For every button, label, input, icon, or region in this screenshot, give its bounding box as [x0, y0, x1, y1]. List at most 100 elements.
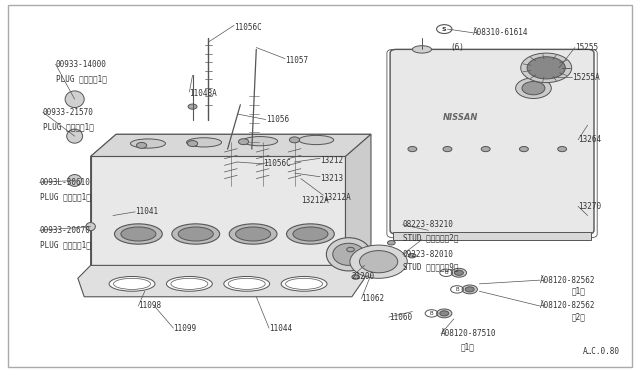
Text: PLUG ブラグ（1）: PLUG ブラグ（1）: [40, 241, 90, 250]
Ellipse shape: [281, 276, 327, 291]
Text: 11057: 11057: [285, 56, 308, 65]
Ellipse shape: [186, 138, 221, 147]
Text: （1）: （1）: [460, 342, 474, 351]
Text: PLUG ブラグ（1）: PLUG ブラグ（1）: [43, 122, 93, 131]
Text: 11062: 11062: [362, 294, 385, 303]
Polygon shape: [91, 134, 371, 157]
Ellipse shape: [243, 137, 278, 146]
Ellipse shape: [287, 224, 334, 244]
Ellipse shape: [224, 276, 269, 291]
Circle shape: [462, 285, 477, 294]
FancyBboxPatch shape: [394, 232, 591, 240]
Circle shape: [188, 104, 197, 109]
Text: 15255: 15255: [575, 43, 598, 52]
Text: PLUG ブラグ（1）: PLUG ブラグ（1）: [56, 74, 106, 83]
Text: STUD スタッド（9）: STUD スタッド（9）: [403, 263, 458, 272]
Text: 11060: 11060: [389, 312, 412, 321]
Text: 0093L-30610: 0093L-30610: [40, 178, 90, 187]
Ellipse shape: [68, 174, 82, 186]
Ellipse shape: [236, 227, 271, 241]
Text: 13270: 13270: [578, 202, 601, 211]
Text: PLUG ブラグ（1）: PLUG ブラグ（1）: [40, 193, 90, 202]
FancyBboxPatch shape: [390, 49, 594, 234]
Circle shape: [289, 137, 300, 143]
Text: 11056: 11056: [266, 115, 289, 124]
Text: A…C.0.80: A…C.0.80: [582, 347, 620, 356]
Circle shape: [387, 241, 395, 245]
Polygon shape: [78, 260, 365, 297]
Text: 00933-21570: 00933-21570: [43, 108, 93, 117]
Polygon shape: [91, 157, 346, 267]
Text: （2）: （2）: [572, 312, 586, 321]
Circle shape: [443, 147, 452, 152]
Circle shape: [408, 147, 417, 152]
Text: Ä08310-61614: Ä08310-61614: [473, 28, 529, 37]
Circle shape: [352, 275, 360, 279]
Text: 00933-14000: 00933-14000: [56, 60, 106, 69]
Text: 11048A: 11048A: [189, 89, 217, 98]
Text: 13212A: 13212A: [323, 193, 351, 202]
Ellipse shape: [166, 276, 212, 291]
Circle shape: [436, 309, 452, 318]
Circle shape: [360, 251, 397, 273]
Circle shape: [350, 245, 407, 278]
Ellipse shape: [171, 278, 208, 289]
Circle shape: [347, 247, 355, 252]
Text: 11056C: 11056C: [234, 23, 262, 32]
Ellipse shape: [65, 91, 84, 108]
Text: 13212A: 13212A: [301, 196, 328, 205]
Text: （1）: （1）: [572, 287, 586, 296]
Text: 13213: 13213: [320, 174, 343, 183]
Text: B: B: [455, 287, 459, 292]
Text: 08223-83210: 08223-83210: [403, 220, 454, 229]
Text: 11044: 11044: [269, 324, 292, 333]
Ellipse shape: [293, 227, 328, 241]
Text: 11099: 11099: [173, 324, 196, 333]
Text: 11041: 11041: [135, 207, 158, 217]
Text: B: B: [444, 270, 448, 275]
Circle shape: [454, 270, 463, 275]
Ellipse shape: [113, 278, 150, 289]
Circle shape: [516, 78, 551, 99]
Ellipse shape: [86, 222, 95, 231]
Circle shape: [557, 147, 566, 152]
Circle shape: [481, 147, 490, 152]
Text: Ä08120-82562: Ä08120-82562: [540, 301, 595, 311]
Ellipse shape: [285, 278, 323, 289]
Text: 09223-82010: 09223-82010: [403, 250, 454, 259]
Ellipse shape: [333, 243, 365, 265]
Ellipse shape: [131, 139, 166, 148]
Polygon shape: [346, 134, 371, 267]
Ellipse shape: [299, 135, 333, 145]
Text: B: B: [429, 311, 433, 316]
Circle shape: [521, 53, 572, 83]
Text: 15255A: 15255A: [572, 73, 600, 81]
Ellipse shape: [121, 227, 156, 241]
Circle shape: [136, 142, 147, 148]
Circle shape: [522, 81, 545, 95]
Text: 11056C: 11056C: [262, 159, 291, 169]
Ellipse shape: [412, 46, 431, 53]
Circle shape: [520, 147, 529, 152]
Text: Ä08120-87510: Ä08120-87510: [441, 329, 497, 338]
Text: 21200: 21200: [352, 272, 375, 281]
Ellipse shape: [67, 129, 83, 143]
Circle shape: [188, 141, 198, 147]
Text: S: S: [442, 26, 447, 32]
Ellipse shape: [178, 227, 213, 241]
Text: 11098: 11098: [138, 301, 161, 311]
Circle shape: [440, 311, 449, 316]
Text: Ä08120-82562: Ä08120-82562: [540, 276, 595, 285]
Circle shape: [465, 287, 474, 292]
Polygon shape: [91, 134, 371, 267]
Circle shape: [239, 139, 248, 145]
Circle shape: [451, 268, 467, 277]
Text: 13264: 13264: [578, 135, 601, 144]
Circle shape: [408, 253, 416, 258]
Text: 00933-20670: 00933-20670: [40, 226, 90, 235]
Ellipse shape: [326, 238, 371, 271]
Circle shape: [527, 57, 565, 79]
Ellipse shape: [172, 224, 220, 244]
Text: (6): (6): [451, 43, 465, 52]
Ellipse shape: [228, 278, 265, 289]
